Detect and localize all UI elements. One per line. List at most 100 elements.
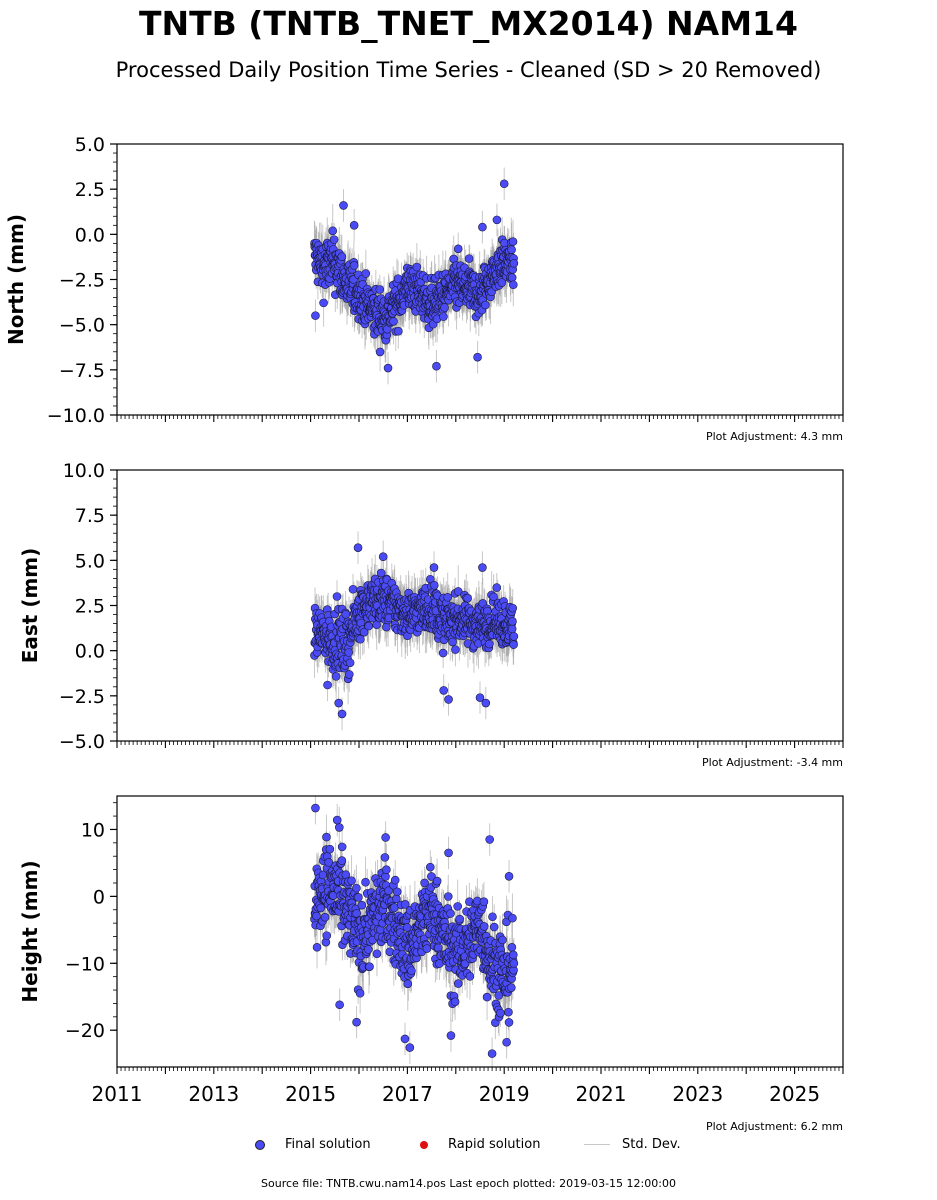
data-point (352, 909, 361, 918)
y-tick-label: 2.5 (75, 179, 105, 201)
data-point (322, 931, 332, 940)
data-point (422, 944, 432, 953)
data-point (389, 317, 398, 326)
data-point (507, 245, 516, 254)
data-point (359, 627, 369, 637)
x-tick-label: 2015 (285, 1082, 336, 1106)
panel-height: 10 0 −10 −20 Height (mm) Plot Adjustment: 6.2… (18, 795, 844, 1133)
y-tick-label: 10.0 (63, 460, 105, 482)
y-tick-label: −2.5 (59, 270, 105, 292)
data-point (489, 922, 499, 932)
data-point (443, 592, 452, 602)
data-point (509, 959, 519, 968)
y-tick-label: 2.5 (75, 596, 105, 618)
data-point (478, 222, 487, 232)
data-point (381, 833, 390, 842)
data-point (499, 179, 509, 189)
legend-rapid: Rapid solution (420, 1137, 540, 1152)
data-point (375, 285, 385, 294)
data-point (392, 887, 402, 897)
data-point (357, 900, 367, 910)
data-point (448, 637, 457, 647)
legend-std-line (584, 1144, 610, 1145)
legend-final-marker (255, 1139, 265, 1150)
data-point (329, 235, 339, 244)
data-point (344, 648, 354, 657)
data-point (509, 950, 518, 960)
data-point (349, 221, 359, 230)
y-tick-label: −10 (65, 953, 105, 975)
legend-rapid-marker (420, 1140, 428, 1149)
data-point (332, 592, 342, 601)
data-point (311, 311, 320, 320)
data-point (320, 912, 330, 922)
data-point (400, 900, 410, 909)
y-tick-label: 0.0 (75, 641, 105, 663)
data-point (364, 621, 373, 631)
y-axis-label: East (mm) (18, 548, 42, 664)
data-point (473, 352, 482, 362)
data-point (455, 914, 464, 924)
data-point (488, 912, 497, 922)
data-point (487, 1049, 497, 1058)
data-point (390, 875, 400, 885)
legend-final: Final solution (255, 1137, 371, 1152)
legend-final-label: Final solution (285, 1137, 371, 1152)
legend-std: Std. Dev. (584, 1137, 681, 1152)
data-point (481, 698, 491, 708)
data-point (509, 280, 518, 290)
data-point (383, 363, 393, 373)
data-point (334, 698, 343, 708)
x-tick-label: 2017 (382, 1082, 433, 1106)
data-point (439, 686, 449, 695)
y-tick-label: 0.0 (75, 224, 105, 246)
data-point (453, 902, 462, 911)
data-point (339, 201, 348, 210)
data-point (485, 639, 494, 649)
data-point (504, 1007, 513, 1017)
x-tick-label: 2021 (576, 1082, 627, 1106)
data-point (446, 1031, 456, 1040)
final-solution-points (310, 179, 519, 373)
data-point (403, 979, 413, 989)
data-point (361, 269, 371, 278)
data-point (508, 913, 517, 923)
data-point (420, 878, 429, 888)
data-point (344, 670, 354, 679)
data-point (355, 988, 365, 998)
data-point (382, 622, 391, 632)
chart-title: TNTB (TNTB_TNET_MX2014) NAM14 (139, 4, 798, 43)
data-point (440, 303, 449, 312)
x-tick-label: 2025 (769, 1082, 820, 1106)
data-point (372, 949, 382, 959)
y-axis-label: Height (mm) (18, 860, 42, 1002)
data-point (509, 632, 519, 641)
plot-adjustment-note: Plot Adjustment: 6.2 mm (706, 1120, 843, 1133)
data-point (337, 709, 347, 719)
data-point (432, 876, 442, 886)
y-tick-label: −7.5 (59, 360, 105, 382)
data-point (479, 922, 489, 931)
y-tick-label: −5.0 (59, 731, 105, 753)
data-point (508, 237, 518, 246)
data-point (337, 842, 347, 852)
data-point (451, 645, 460, 654)
x-tick-label: 2013 (188, 1082, 239, 1106)
data-point (407, 966, 416, 976)
data-point (352, 883, 361, 893)
data-point (509, 259, 519, 268)
data-point (438, 648, 448, 658)
data-point (322, 832, 331, 842)
data-point (446, 909, 455, 918)
data-point (507, 624, 517, 634)
data-point (485, 835, 494, 844)
legend-rapid-label: Rapid solution (448, 1137, 541, 1152)
data-point (427, 872, 436, 881)
data-point (489, 592, 498, 602)
data-point (349, 261, 359, 270)
data-point (453, 587, 463, 596)
y-tick-label: 7.5 (75, 505, 105, 527)
data-point (331, 672, 341, 681)
data-point (439, 312, 448, 321)
data-point (496, 1008, 505, 1018)
